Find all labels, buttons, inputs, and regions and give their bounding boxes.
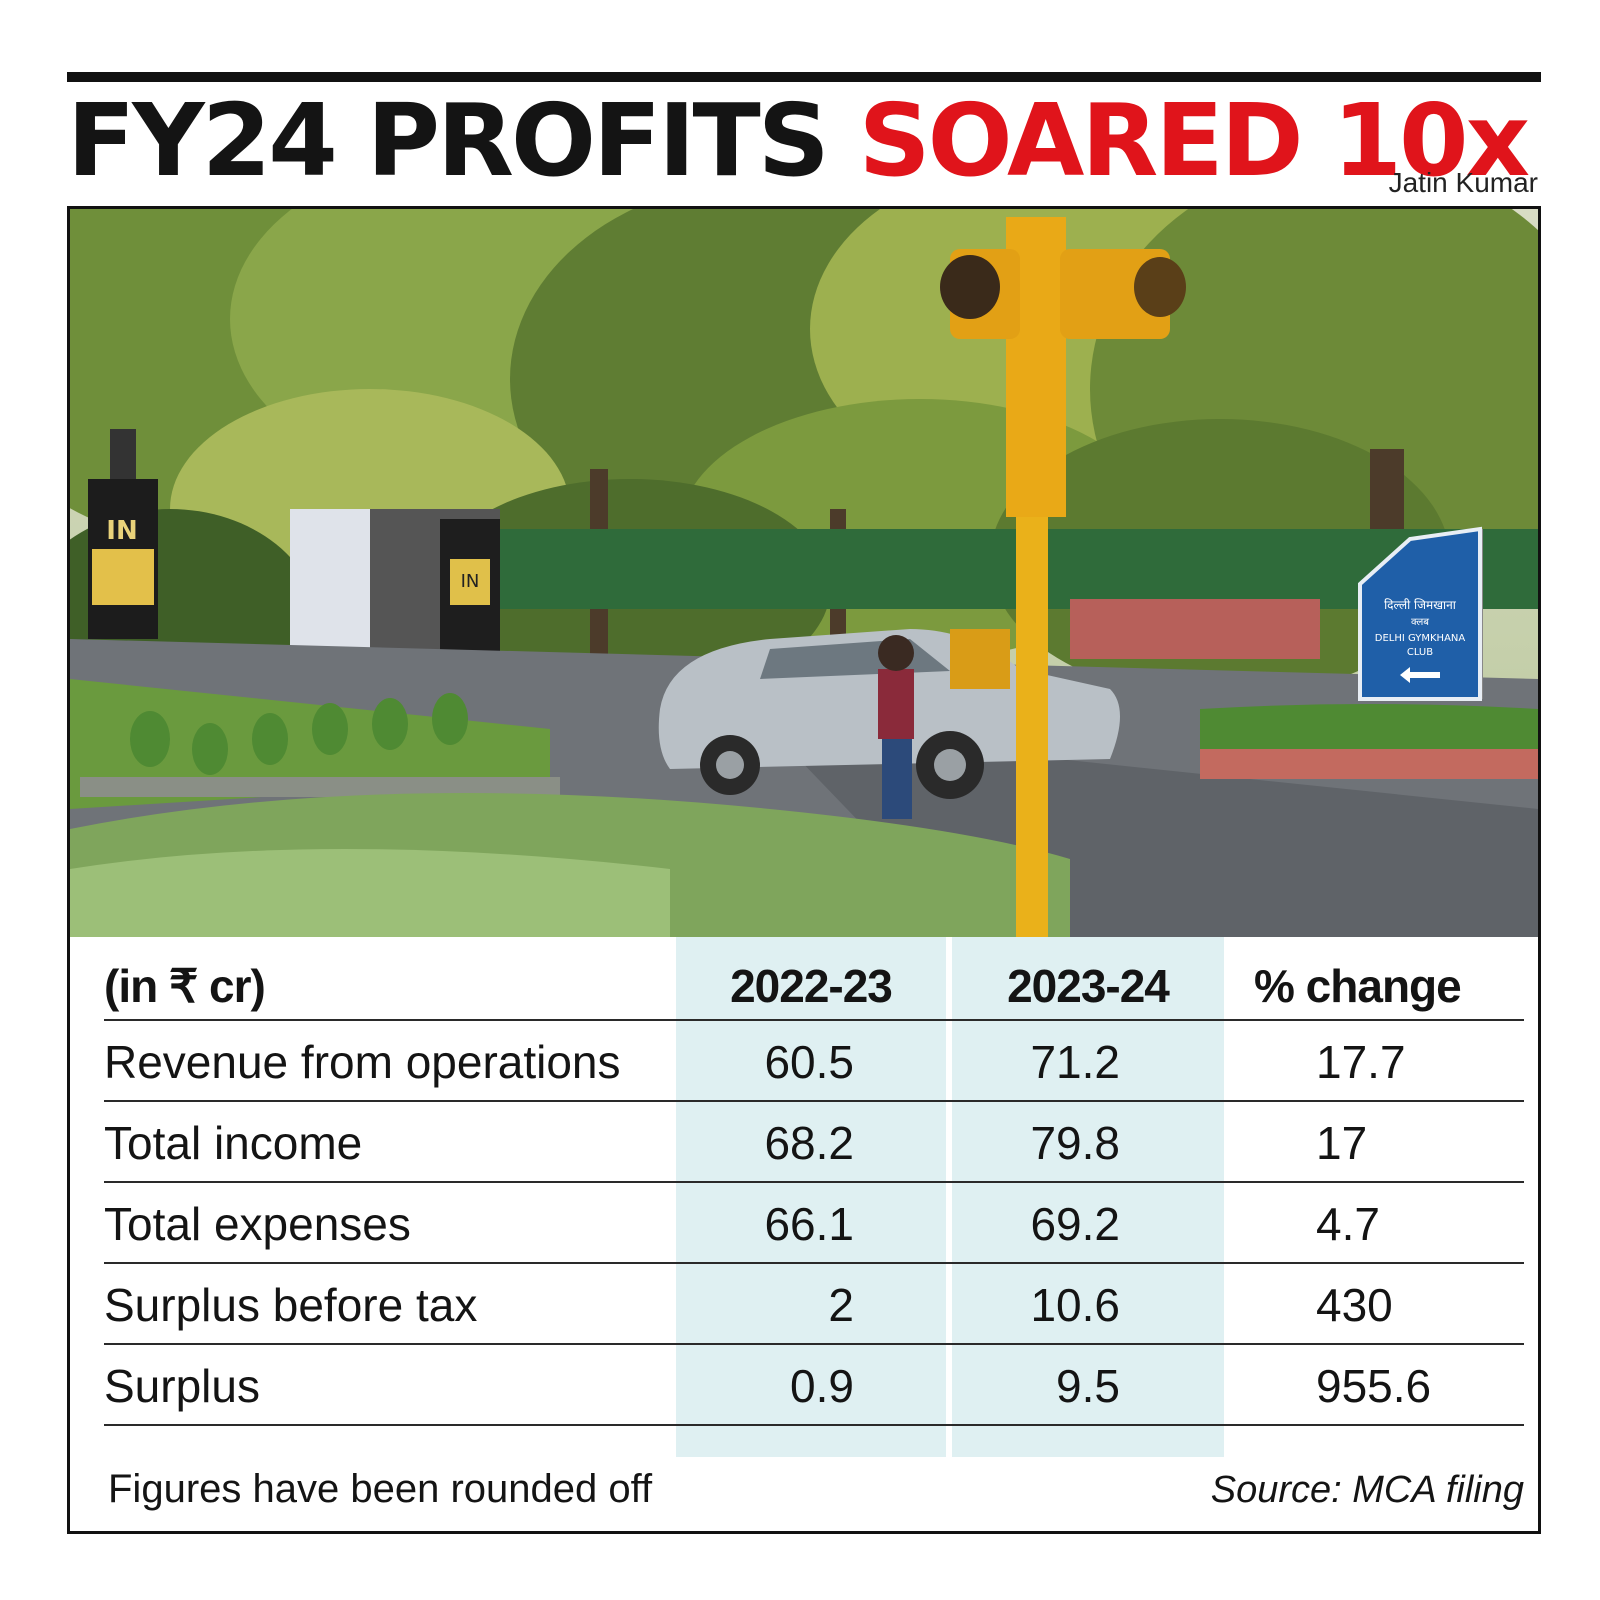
row-label-surplus: Surplus (104, 1360, 260, 1412)
top-rule (67, 72, 1541, 82)
row-divider (104, 1019, 1524, 1021)
value-revenue-2023-24: 71.2 (1030, 1036, 1120, 1088)
row-label-surplus-before-tax: Surplus before tax (104, 1279, 478, 1331)
club-direction-sign: दिल्ली जिमखाना क्लब DELHI GYMKHANA CLUB (1358, 526, 1483, 701)
value-revenue-change: 17.7 (1316, 1036, 1406, 1088)
value-total-expenses-2022-23: 66.1 (764, 1198, 854, 1250)
financials-table: (in ₹ cr) 2022-23 2023-24 % change Reven… (70, 937, 1538, 1531)
traffic-signal (940, 217, 1186, 937)
arrow-left-icon (1400, 667, 1440, 683)
value-total-income-2023-24: 79.8 (1030, 1117, 1120, 1169)
footnote: Figures have been rounded off (108, 1467, 653, 1511)
club-entrance-photo: IN IN (70, 209, 1538, 937)
sign-text-hindi-2: क्लब (1411, 617, 1429, 628)
headline-main: FY24 PROFITS (67, 82, 830, 199)
photo-credit: Jatin Kumar (1388, 167, 1538, 198)
column-header-2023-24: 2023-24 (1007, 960, 1170, 1012)
value-surplus-before-tax-change: 430 (1316, 1279, 1393, 1331)
infographic-frame: IN IN (67, 206, 1541, 1534)
sign-text-english: DELHI GYMKHANA (1375, 633, 1466, 644)
headline-highlight: SOARED 10x (858, 82, 1531, 199)
value-total-expenses-change: 4.7 (1316, 1198, 1380, 1250)
red-wall (1070, 599, 1320, 659)
pedestrian (878, 635, 914, 819)
column-header-change: % change (1254, 960, 1462, 1012)
row-label-revenue: Revenue from operations (104, 1036, 621, 1088)
gate-label-left: IN (106, 516, 137, 546)
row-divider (104, 1343, 1524, 1345)
gatehouse: IN (290, 509, 500, 669)
row-divider (104, 1424, 1524, 1426)
row-divider (104, 1262, 1524, 1264)
sign-text-hindi: दिल्ली जिमखाना (1384, 598, 1457, 612)
unit-header: (in ₹ cr) (104, 960, 266, 1012)
value-total-expenses-2023-24: 69.2 (1030, 1198, 1120, 1250)
value-revenue-2022-23: 60.5 (764, 1036, 854, 1088)
value-surplus-2023-24: 9.5 (1056, 1360, 1120, 1412)
shrubs (130, 693, 468, 775)
value-surplus-before-tax-2023-24: 10.6 (1030, 1279, 1120, 1331)
row-divider (104, 1181, 1524, 1183)
row-label-total-expenses: Total expenses (104, 1198, 411, 1250)
column-shade-2022-23 (676, 937, 946, 1457)
entry-pillar: IN (88, 429, 158, 639)
value-surplus-2022-23: 0.9 (790, 1360, 854, 1412)
gate-label-right: IN (461, 571, 480, 592)
value-total-income-2022-23: 68.2 (764, 1117, 854, 1169)
row-label-total-income: Total income (104, 1117, 363, 1169)
source-note: Source: MCA filing (1210, 1469, 1524, 1511)
column-shade-2023-24 (952, 937, 1224, 1457)
column-header-2022-23: 2022-23 (730, 960, 893, 1012)
value-surplus-change: 955.6 (1316, 1360, 1432, 1412)
value-surplus-before-tax-2022-23: 2 (828, 1279, 854, 1331)
headline: FY24 PROFITS SOARED 10x (67, 86, 1530, 196)
lawn (70, 679, 550, 809)
row-divider (104, 1100, 1524, 1102)
value-total-income-change: 17 (1316, 1117, 1368, 1169)
sign-text-english-2: CLUB (1407, 647, 1433, 658)
